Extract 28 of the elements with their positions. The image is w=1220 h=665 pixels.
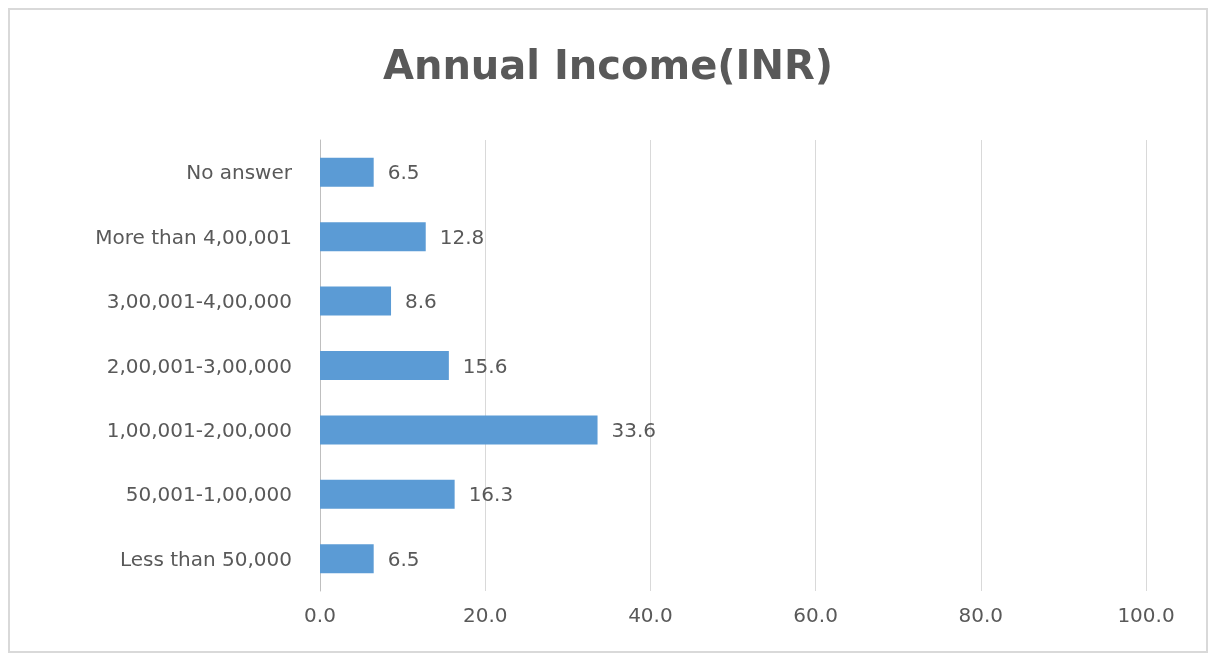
y-tick-label: No answer xyxy=(186,160,293,185)
bar xyxy=(320,351,449,380)
y-tick-label: 2,00,001-3,00,000 xyxy=(106,353,292,378)
y-tick-label: 3,00,001-4,00,000 xyxy=(106,289,292,314)
x-tick-label: 20.0 xyxy=(462,603,508,627)
x-tick-label: 60.0 xyxy=(793,603,838,627)
bar xyxy=(320,222,426,252)
data-label: 33.6 xyxy=(611,417,657,442)
x-tick-label: 80.0 xyxy=(958,603,1004,627)
data-label: 6.5 xyxy=(387,160,420,185)
bar xyxy=(320,415,598,445)
x-tick-label: 40.0 xyxy=(628,603,673,627)
y-tick-label: 1,00,001-2,00,000 xyxy=(106,417,292,442)
data-label: 15.6 xyxy=(462,353,508,378)
bar xyxy=(320,286,392,316)
data-label: 6.5 xyxy=(387,546,420,571)
x-tick-label: 100.0 xyxy=(1117,603,1175,627)
data-label: 12.8 xyxy=(439,224,485,249)
y-tick-label: More than 4,00,001 xyxy=(95,224,292,249)
bar xyxy=(320,157,374,187)
bar xyxy=(320,544,374,574)
y-tick-label: 50,001-1,00,000 xyxy=(125,482,292,507)
chart-title: Annual Income(INR) xyxy=(382,42,834,88)
data-label: 8.6 xyxy=(405,289,437,314)
y-tick-label: Less than 50,000 xyxy=(119,546,292,571)
x-tick-label: 0.0 xyxy=(304,603,336,627)
data-label: 16.3 xyxy=(468,482,514,507)
bar xyxy=(320,479,455,509)
